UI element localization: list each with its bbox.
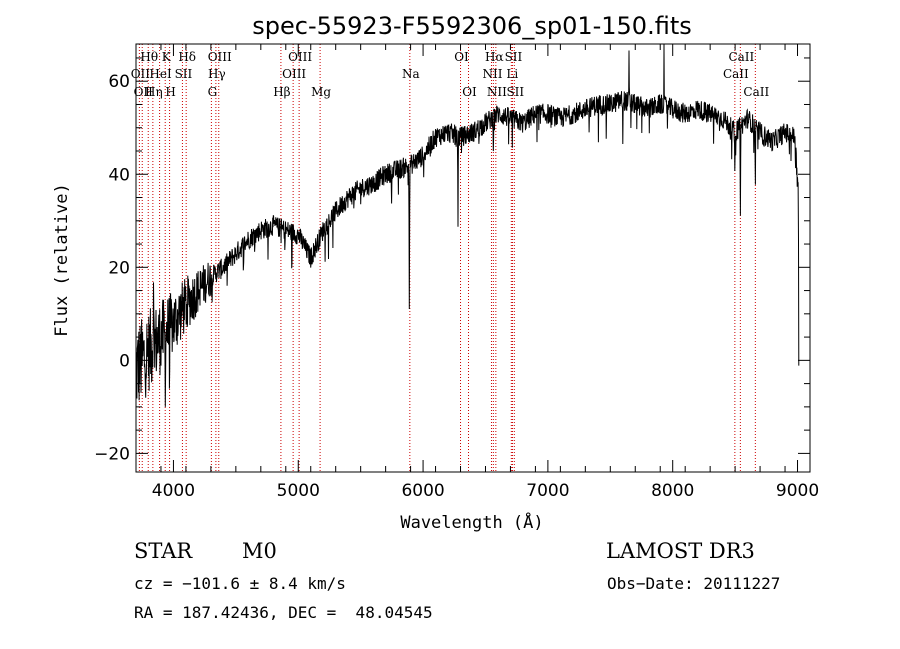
line-label-12: Hβ — [273, 85, 290, 99]
line-label-20: Hα — [485, 50, 504, 64]
line-label-22: Li — [506, 67, 518, 81]
line-label-4: HeI — [149, 67, 172, 81]
y-tick-label-3: 40 — [108, 165, 130, 185]
x-tick-label-0: 4000 — [152, 481, 195, 501]
obs-date: Obs−Date: 20111227 — [607, 574, 781, 593]
y-tick-label-4: 60 — [108, 72, 130, 92]
chart-title: spec-55923-F5592306_sp01-150.fits — [252, 12, 691, 40]
line-label-layer: OIIOIIHθHηHeIKHSIIHδGHγOIIIHβOIIIOIIIMgN… — [131, 50, 770, 99]
line-label-25: CaII — [723, 67, 749, 81]
axis-ticks: 4000 5000 6000 7000 8000 9000 −20 0 20 40 60 — [94, 44, 819, 501]
y-axis-label: Flux (relative) — [52, 183, 72, 337]
line-label-3: Hη — [145, 85, 163, 99]
line-label-15: Mg — [311, 85, 331, 99]
line-label-17: OI — [454, 50, 469, 64]
object-subclass: M0 — [242, 539, 277, 563]
line-label-19: NII — [482, 67, 502, 81]
x-tick-label-4: 8000 — [651, 481, 694, 501]
line-label-1: OII — [134, 85, 154, 99]
x-tick-label-1: 5000 — [277, 481, 320, 501]
line-label-9: G — [208, 85, 218, 99]
x-tick-label-3: 7000 — [526, 481, 569, 501]
line-label-7: SII — [175, 67, 193, 81]
line-label-27: CaII — [743, 85, 769, 99]
line-label-14: OIII — [288, 50, 312, 64]
x-tick-label-2: 6000 — [401, 481, 444, 501]
line-label-11: OIII — [208, 50, 232, 64]
line-label-10: Hγ — [208, 67, 226, 81]
line-label-6: H — [165, 85, 175, 99]
line-label-26: CaII — [728, 50, 754, 64]
x-tick-label-5: 9000 — [776, 481, 819, 501]
coordinates-readout: RA = 187.42436, DEC = 48.04545 — [134, 603, 433, 622]
redshift-readout: cz = −101.6 ± 8.4 km/s — [134, 574, 346, 593]
object-class: STAR — [134, 539, 193, 563]
survey-name: LAMOST DR3 — [606, 539, 755, 563]
line-label-0: OII — [131, 67, 151, 81]
y-tick-label-0: −20 — [94, 444, 130, 464]
plot-frame — [135, 43, 811, 473]
line-label-8: Hδ — [178, 50, 196, 64]
line-label-23: SII — [505, 50, 523, 64]
line-label-18: OI — [462, 85, 477, 99]
line-label-2: Hθ — [140, 50, 158, 64]
line-label-13: OIII — [282, 67, 306, 81]
line-label-5: K — [162, 50, 172, 64]
line-label-16: Na — [402, 67, 420, 81]
y-tick-label-2: 20 — [108, 258, 130, 278]
spectrum-line — [135, 43, 800, 407]
line-label-21: NII — [487, 85, 507, 99]
x-axis-label: Wavelength (Å) — [400, 511, 543, 533]
y-tick-label-1: 0 — [119, 351, 130, 371]
line-label-24: SII — [506, 85, 524, 99]
